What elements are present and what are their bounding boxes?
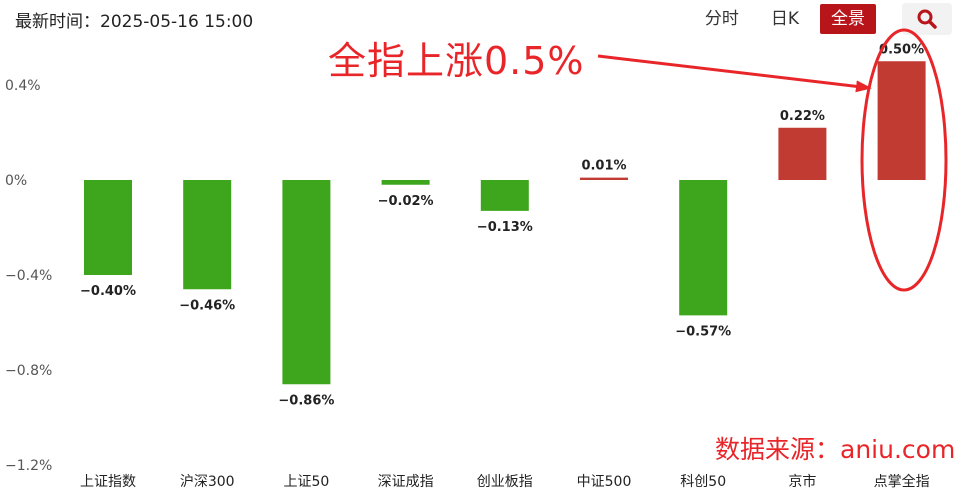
bar: [480, 180, 529, 211]
x-category-label: 京市: [788, 473, 816, 490]
tab-panorama[interactable]: 全景: [820, 4, 876, 34]
x-category-label: 点掌全指: [874, 473, 930, 490]
y-tick-label: 0.4%: [5, 78, 41, 94]
tab-intraday[interactable]: 分时: [704, 9, 739, 29]
y-tick-label: 0%: [5, 173, 27, 189]
view-toolbar: 分时 日K 全景: [684, 3, 952, 35]
x-category-label: 上证指数: [80, 474, 136, 490]
data-label: −0.86%: [278, 393, 334, 408]
y-axis: 0.4% 0% −0.4% −0.8% −1.2%: [5, 78, 52, 474]
x-category-label: 沪深300: [180, 474, 235, 490]
data-labels: −0.40% −0.46% −0.86% −0.02% −0.13% 0.01% −0.57…: [80, 42, 924, 408]
y-tick-label: −0.4%: [5, 268, 52, 284]
x-category-label: 创业板指: [477, 474, 533, 490]
bars: [84, 61, 926, 385]
bar: [381, 180, 430, 185]
y-tick-label: −0.8%: [5, 363, 52, 379]
bar: [282, 180, 331, 385]
bar: [679, 180, 728, 316]
bar: [183, 180, 232, 290]
search-button[interactable]: [902, 3, 952, 35]
x-category-label: 上证50: [283, 474, 329, 490]
x-axis-categories: 上证指数 沪深300 上证50 深证成指 创业板指 中证500 科创50 京市 点掌全指: [80, 473, 930, 490]
data-label: 0.50%: [879, 42, 924, 57]
bar: [84, 180, 132, 275]
tab-daily-k[interactable]: 日K: [770, 9, 799, 29]
highlight-ellipse: [860, 28, 948, 292]
data-source: 数据来源：aniu.com: [715, 435, 956, 464]
annotation-text: 全指上涨0.5%: [328, 39, 585, 83]
data-label: −0.40%: [80, 284, 136, 299]
data-label: 0.22%: [780, 109, 825, 124]
x-category-label: 深证成指: [378, 474, 434, 490]
search-icon: [917, 9, 937, 29]
bar: [580, 177, 628, 180]
bar: [877, 61, 926, 180]
y-tick-label: −1.2%: [5, 458, 52, 474]
data-label: −0.02%: [378, 194, 434, 209]
data-label: −0.57%: [675, 324, 731, 339]
x-category-label: 中证500: [577, 474, 632, 490]
data-label: −0.46%: [179, 298, 235, 313]
data-label: −0.13%: [477, 220, 533, 235]
data-label: 0.01%: [581, 159, 626, 174]
timestamp: 最新时间：2025-05-16 15:00: [15, 12, 254, 32]
bar: [778, 127, 827, 180]
top-bar: 最新时间：2025-05-16 15:00 分时 日K 全景: [0, 0, 968, 36]
x-category-label: 科创50: [680, 474, 726, 490]
annotation-arrow: [597, 54, 872, 93]
